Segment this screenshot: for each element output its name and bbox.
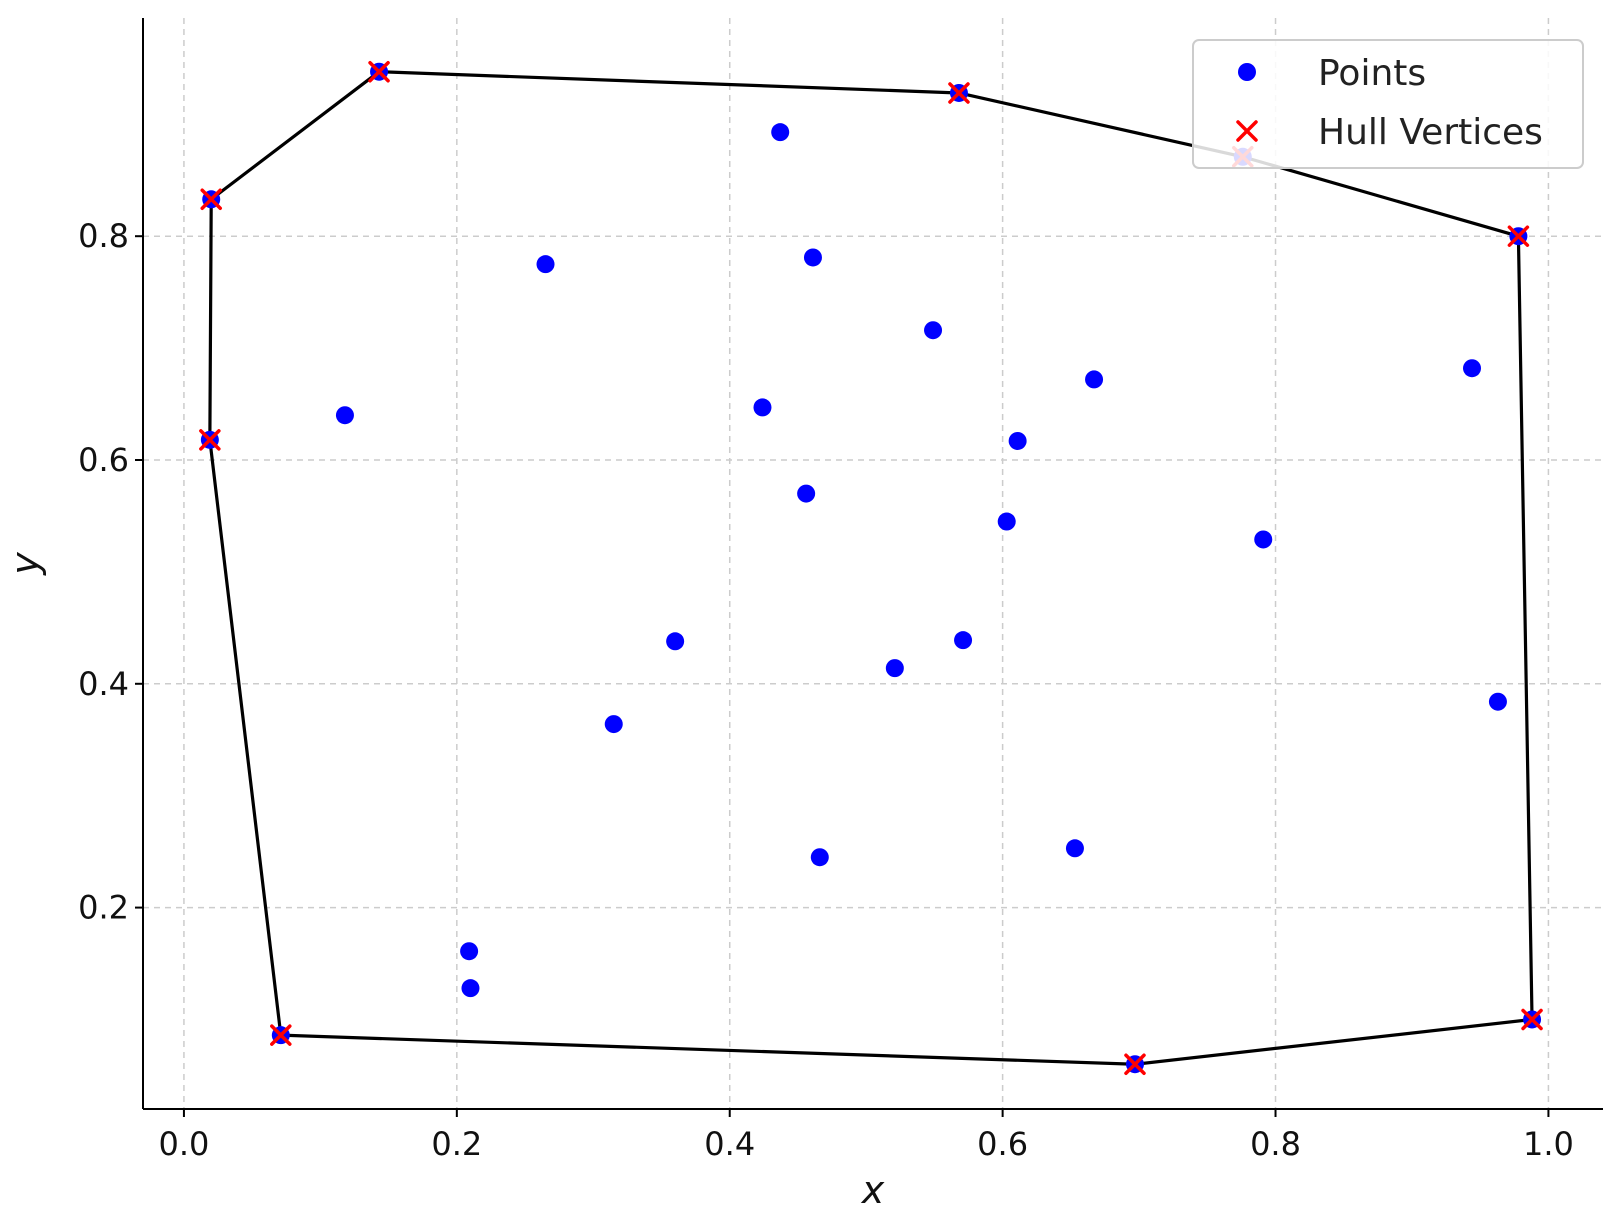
data-point (753, 398, 772, 417)
hull-vertices-series (199, 60, 1543, 1075)
hull-vertex-marker (1507, 225, 1530, 247)
y-tick-label: 0.8 (78, 217, 129, 255)
data-point (460, 942, 479, 961)
axes (142, 18, 1603, 1110)
legend-x-glyph (1236, 120, 1258, 142)
hull-vertex-marker (200, 188, 222, 211)
hull-vertex-marker (199, 429, 221, 451)
y-axis-label: y (3, 552, 47, 576)
data-point (1463, 359, 1482, 378)
data-point (335, 406, 354, 425)
data-point (803, 248, 822, 267)
data-point (1488, 692, 1507, 711)
hull-vertex-marker (1124, 1053, 1146, 1075)
grid (143, 18, 1603, 1109)
legend-box (1192, 39, 1584, 169)
x-axis-label: x (861, 1168, 885, 1212)
legend-points-label: Points (1318, 53, 1426, 94)
y-tick-label: 0.6 (78, 441, 129, 479)
hull-vertex-marker (270, 1024, 292, 1046)
data-point (536, 255, 555, 274)
legend: Points Hull Vertices (1192, 39, 1584, 169)
hull-polygon-line (208, 70, 1534, 1066)
hull-vertex-marker (948, 82, 970, 104)
data-point (604, 715, 623, 734)
x-tick-label: 0.8 (1250, 1125, 1301, 1163)
data-point (1254, 530, 1273, 549)
legend-points-marker (1238, 63, 1256, 81)
data-point (810, 848, 829, 867)
data-point (1008, 431, 1027, 450)
x-tick-label: 1.0 (1523, 1125, 1574, 1163)
ticks: 0.0 0.2 0.4 0.6 0.8 1.0 0.2 0.4 0.6 0.8 (78, 217, 1574, 1163)
y-tick-label: 0.2 (78, 889, 129, 927)
legend-hull-vertices-label: Hull Vertices (1318, 112, 1543, 153)
x-tick-label: 0.6 (977, 1125, 1028, 1163)
data-point (771, 123, 790, 142)
hull-vertex-marker (368, 60, 390, 83)
hull-vertex-marker (1521, 1008, 1543, 1031)
y-tick-label: 0.4 (78, 665, 129, 703)
data-point (924, 321, 943, 340)
x-tick-label: 0.2 (431, 1125, 482, 1163)
data-point (885, 659, 904, 678)
data-point (797, 484, 816, 503)
data-point (461, 979, 480, 998)
data-point (666, 632, 685, 651)
x-tick-label: 0.4 (704, 1125, 755, 1163)
x-tick-label: 0.0 (158, 1125, 209, 1163)
data-point (1065, 839, 1084, 858)
data-point (997, 512, 1016, 531)
points-series (200, 62, 1542, 1074)
data-point (954, 631, 973, 650)
legend-hull-vertices-marker (1236, 120, 1258, 142)
data-point (1085, 370, 1104, 389)
